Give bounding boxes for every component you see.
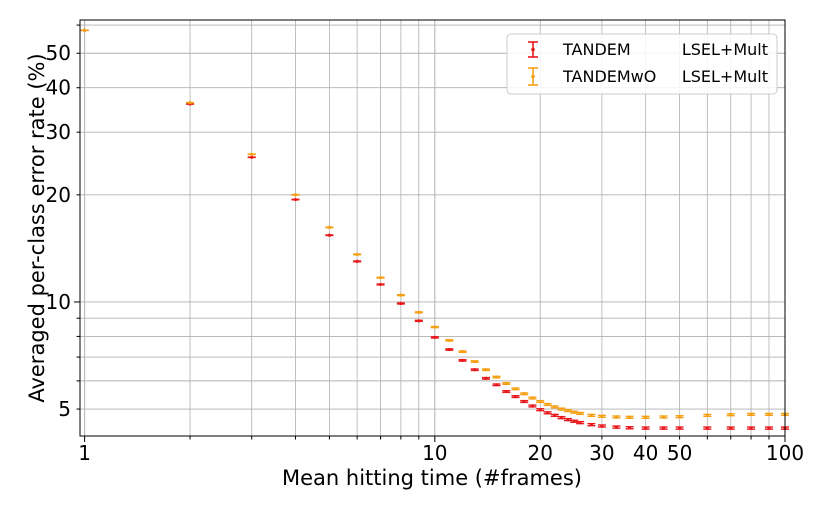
data-point xyxy=(641,415,650,419)
data-point xyxy=(536,408,545,412)
data-point xyxy=(376,276,385,280)
data-point xyxy=(726,426,735,430)
legend-entry-tandem: TANDEM LSEL+Mult xyxy=(528,40,768,59)
data-point xyxy=(458,350,467,354)
data-point xyxy=(396,301,405,306)
data-point xyxy=(247,152,256,156)
data-point xyxy=(511,387,520,391)
data-point xyxy=(536,399,545,404)
data-point xyxy=(659,426,668,430)
y-tick-label: 20 xyxy=(46,183,71,207)
x-axis-label: Mean hitting time (#frames) xyxy=(282,466,582,490)
legend-marker-tandemwo xyxy=(528,67,538,86)
data-point xyxy=(747,412,756,417)
data-point xyxy=(247,155,256,159)
data-point xyxy=(659,415,668,419)
legend-label-tandemwo: TANDEMwO xyxy=(562,67,656,86)
x-tick-label: 30 xyxy=(589,441,614,465)
data-point xyxy=(641,426,650,430)
data-point xyxy=(396,293,405,297)
data-point xyxy=(325,225,334,229)
y-axis-label: Averaged per-class error rate (%) xyxy=(25,53,49,402)
data-point xyxy=(291,193,300,197)
data-point xyxy=(576,420,585,425)
data-point xyxy=(470,359,479,364)
data-point xyxy=(430,325,439,329)
data-point xyxy=(186,101,195,105)
x-tick-label: 10 xyxy=(422,441,447,465)
data-point xyxy=(80,28,89,32)
ticks: 1 10 20 30 40 50 100 5 10 20 30 40 50 xyxy=(46,24,804,465)
data-point xyxy=(597,414,606,419)
data-point xyxy=(430,335,439,339)
data-point xyxy=(764,426,773,430)
legend-label-tandem-method: LSEL+Mult xyxy=(682,40,768,59)
data-point xyxy=(414,310,423,314)
data-point xyxy=(726,413,735,417)
data-point xyxy=(543,411,552,415)
data-point xyxy=(353,259,362,264)
legend-marker-tandem xyxy=(528,41,538,58)
data-point xyxy=(675,414,684,419)
data-point xyxy=(675,426,684,430)
data-point xyxy=(325,233,334,237)
legend-box xyxy=(506,33,778,95)
legend: TANDEM LSEL+Mult TANDEMwO LSEL+Mult xyxy=(506,33,778,95)
y-tick-label: 40 xyxy=(46,76,71,100)
data-point xyxy=(492,375,501,379)
data-point xyxy=(557,415,566,420)
data-point xyxy=(764,412,773,417)
data-point xyxy=(520,392,529,396)
data-point xyxy=(597,424,606,428)
data-point xyxy=(528,396,537,400)
legend-entry-tandemwo: TANDEMwO LSEL+Mult xyxy=(528,67,768,86)
data-point xyxy=(550,405,559,409)
data-point xyxy=(747,426,756,430)
data-point xyxy=(625,415,634,419)
data-point xyxy=(625,426,634,430)
data-point xyxy=(291,197,300,202)
data-point xyxy=(543,402,552,407)
data-point xyxy=(353,252,362,257)
data-point xyxy=(511,394,520,399)
x-tick-label: 50 xyxy=(667,441,692,465)
data-point xyxy=(492,383,501,387)
legend-label-tandem: TANDEM xyxy=(562,40,631,59)
data-point xyxy=(528,404,537,408)
data-point xyxy=(481,376,490,380)
x-tick-label: 100 xyxy=(766,441,804,465)
x-tick-label: 40 xyxy=(633,441,658,465)
data-point xyxy=(703,413,712,418)
legend-label-tandemwo-method: LSEL+Mult xyxy=(682,67,768,86)
data-point xyxy=(612,415,621,419)
y-tick-label: 30 xyxy=(46,120,71,144)
data-point xyxy=(481,368,490,372)
data-point xyxy=(445,338,454,342)
data-points xyxy=(80,28,789,430)
data-point xyxy=(414,319,423,323)
data-point xyxy=(587,413,596,418)
data-point xyxy=(576,411,585,416)
data-point xyxy=(587,422,596,427)
x-tick-label: 20 xyxy=(528,441,553,465)
x-tick-label: 1 xyxy=(78,441,91,465)
data-point xyxy=(376,282,385,287)
plot-frame xyxy=(79,19,786,437)
data-point xyxy=(502,389,511,394)
data-point xyxy=(458,358,467,363)
y-tick-label: 5 xyxy=(58,397,71,421)
y-tick-label: 10 xyxy=(46,290,71,314)
data-point xyxy=(703,426,712,430)
data-point xyxy=(612,425,621,429)
data-point xyxy=(502,381,511,386)
data-point xyxy=(470,368,479,372)
data-point xyxy=(550,413,559,418)
data-point xyxy=(520,399,529,404)
data-point xyxy=(445,347,454,352)
y-tick-label: 50 xyxy=(46,41,71,65)
